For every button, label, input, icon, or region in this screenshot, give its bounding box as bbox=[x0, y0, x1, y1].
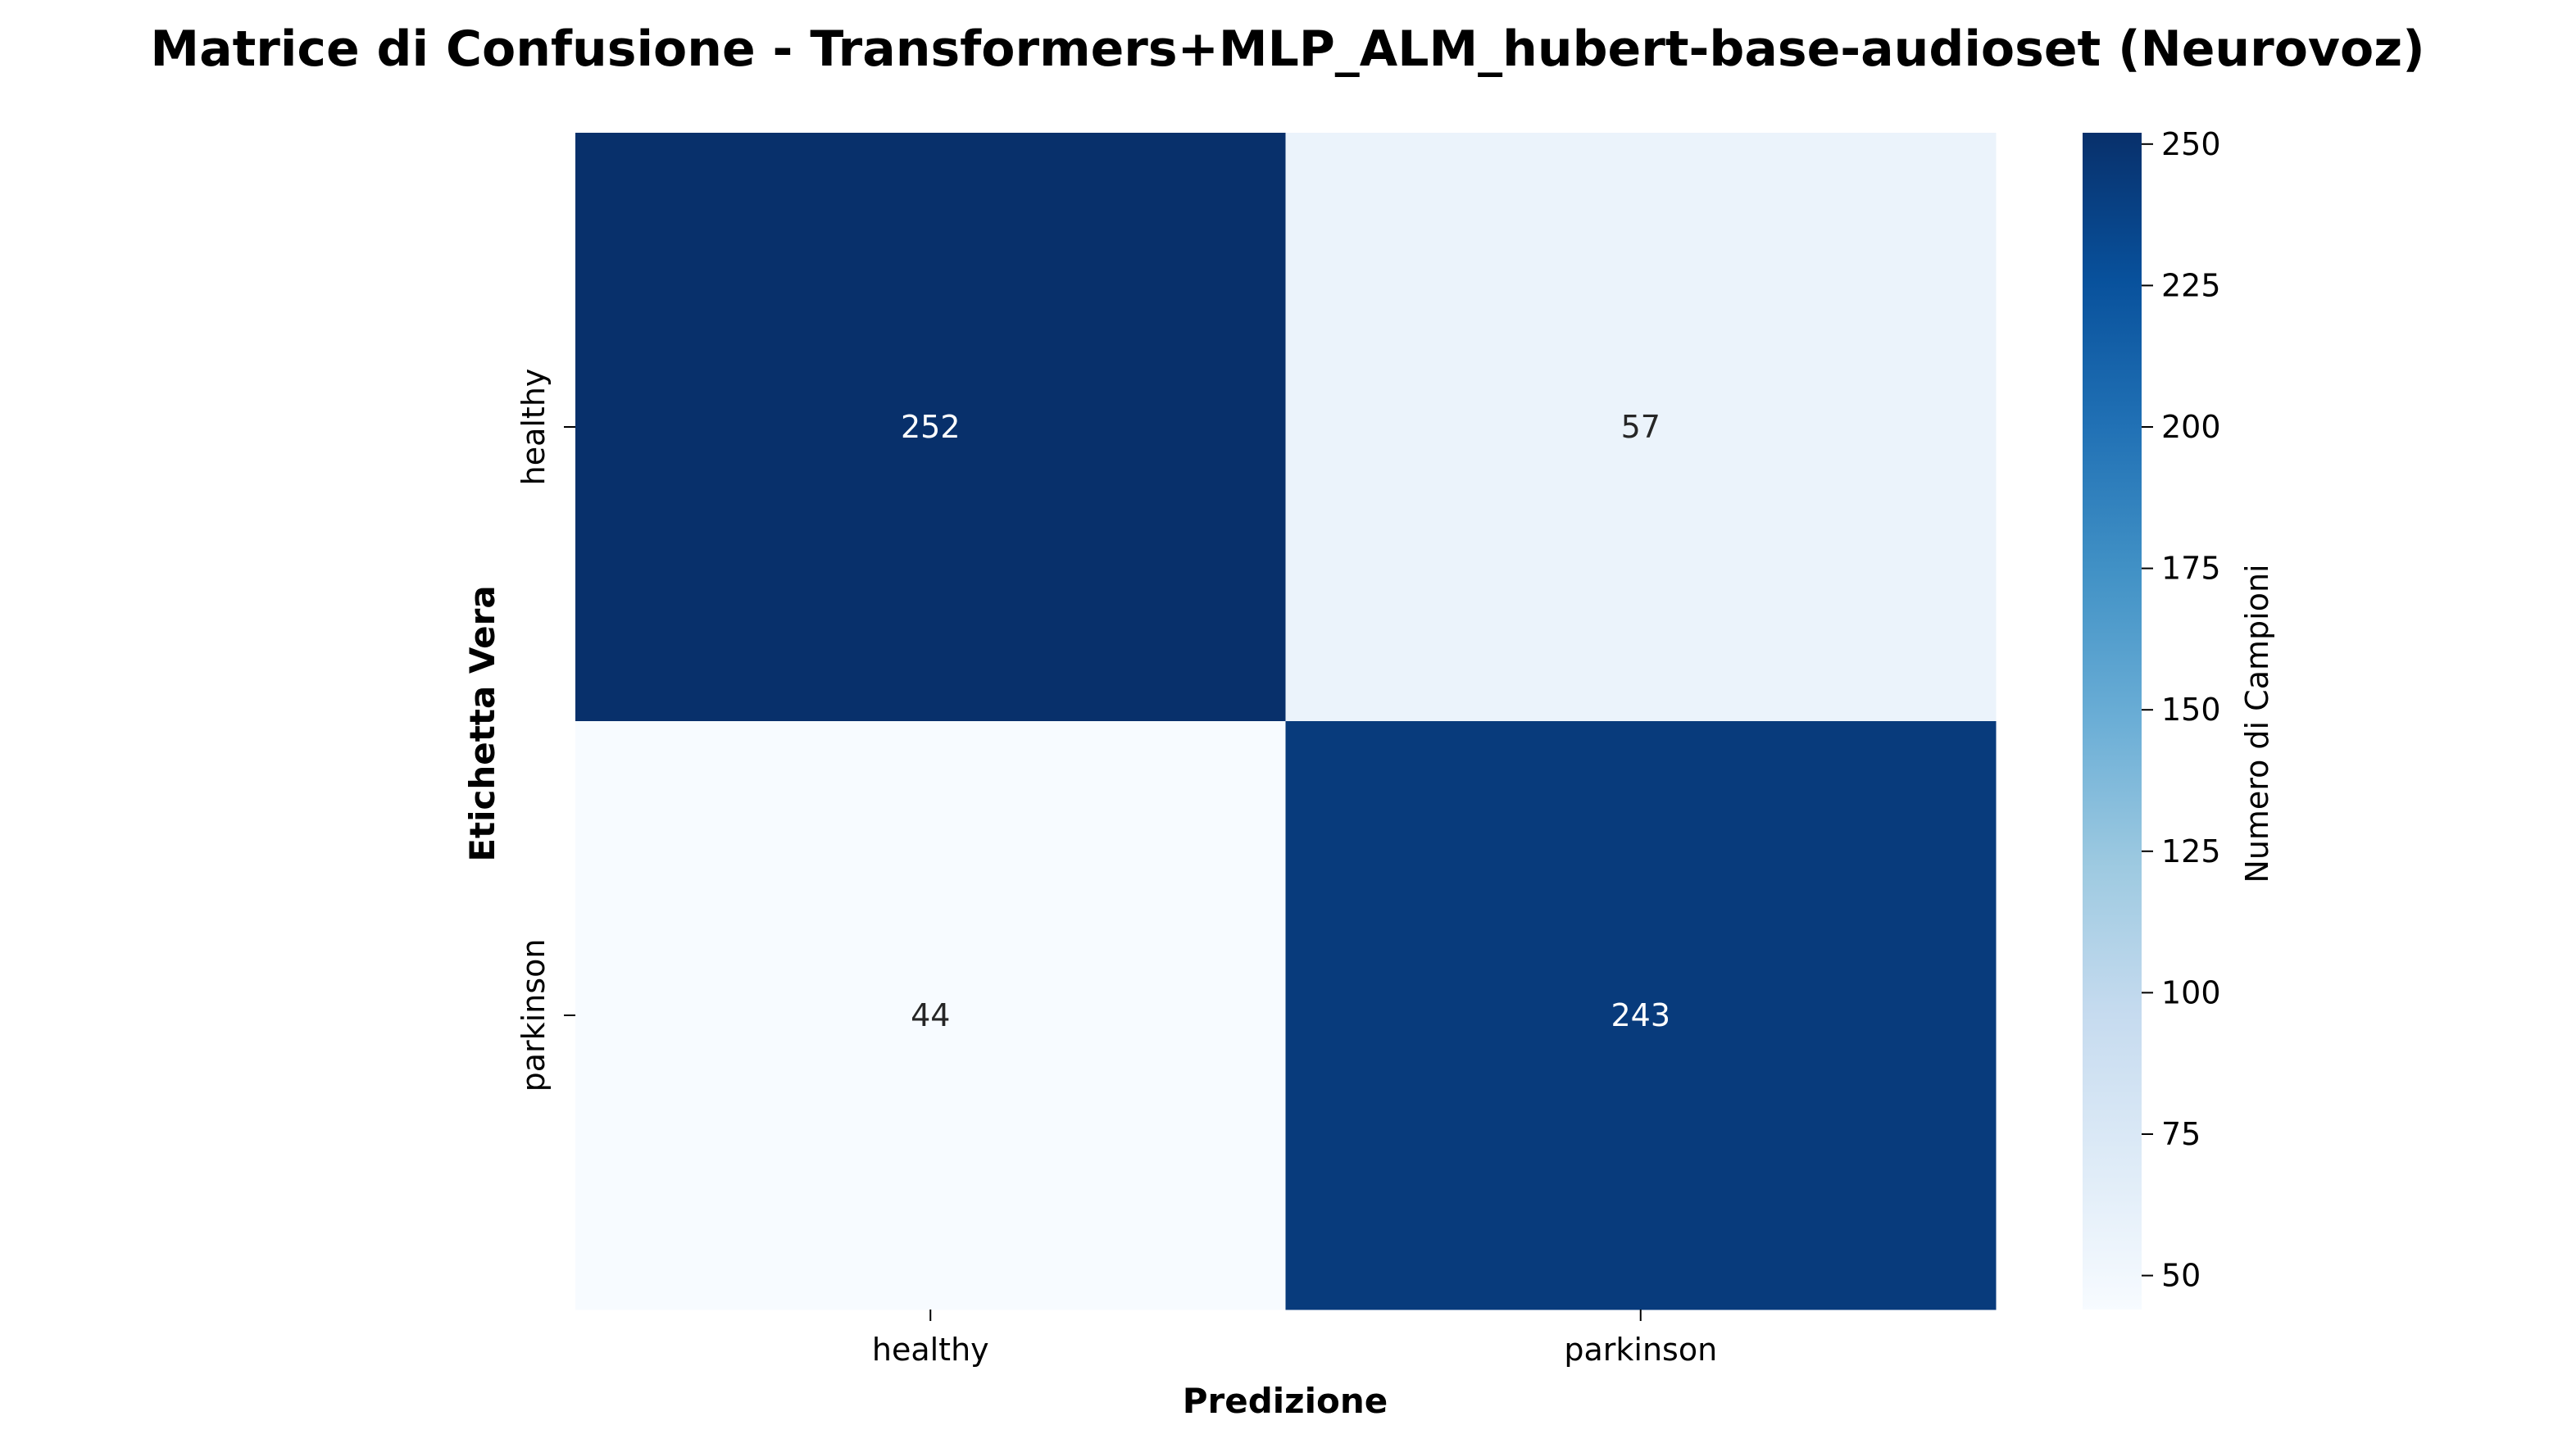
y-tick-label-parkinson: parkinson bbox=[516, 939, 552, 1092]
colorbar-tick-label-100: 100 bbox=[2161, 974, 2221, 1010]
cell-value-healthy-parkinson: 57 bbox=[1621, 409, 1661, 445]
cell-value-parkinson-healthy: 44 bbox=[911, 997, 950, 1033]
colorbar-tick-label-125: 125 bbox=[2161, 833, 2221, 869]
colorbar-tick-label-250: 250 bbox=[2161, 126, 2221, 162]
colorbar-tick-label-50: 50 bbox=[2161, 1258, 2201, 1294]
cell-parkinson-parkinson bbox=[1285, 721, 1997, 1310]
cell-value-healthy-healthy: 252 bbox=[901, 409, 961, 445]
colorbar-label: Numero di Campioni bbox=[2239, 564, 2275, 883]
cell-parkinson-healthy bbox=[575, 721, 1286, 1310]
x-tick-label-healthy: healthy bbox=[872, 1332, 989, 1368]
colorbar-tick-label-75: 75 bbox=[2161, 1116, 2201, 1152]
chart-title: Matrice di Confusione - Transformers+MLP… bbox=[150, 20, 2424, 78]
colorbar-tick-label-200: 200 bbox=[2161, 409, 2221, 445]
heatmap-cells bbox=[575, 133, 1997, 1310]
colorbar-tick-label-150: 150 bbox=[2161, 692, 2221, 728]
colorbar bbox=[2083, 133, 2142, 1310]
cell-healthy-parkinson bbox=[1285, 133, 1997, 722]
cell-value-parkinson-parkinson: 243 bbox=[1611, 997, 1670, 1033]
x-tick-label-parkinson: parkinson bbox=[1564, 1332, 1717, 1368]
cell-healthy-healthy bbox=[575, 133, 1286, 722]
y-axis-title: Etichetta Vera bbox=[462, 585, 502, 861]
y-axis-ticks: healthy parkinson bbox=[516, 369, 575, 1092]
colorbar-tick-label-175: 175 bbox=[2161, 551, 2221, 587]
x-axis-ticks: healthy parkinson bbox=[872, 1310, 1717, 1368]
colorbar-ticks: 50 75 100 125 150 175 200 225 250 bbox=[2142, 126, 2221, 1294]
colorbar-tick-label-225: 225 bbox=[2161, 267, 2221, 303]
x-axis-title: Predizione bbox=[1183, 1381, 1388, 1421]
heatmap-cell-labels: 252 57 44 243 bbox=[901, 409, 1670, 1033]
y-tick-label-healthy: healthy bbox=[516, 369, 552, 486]
